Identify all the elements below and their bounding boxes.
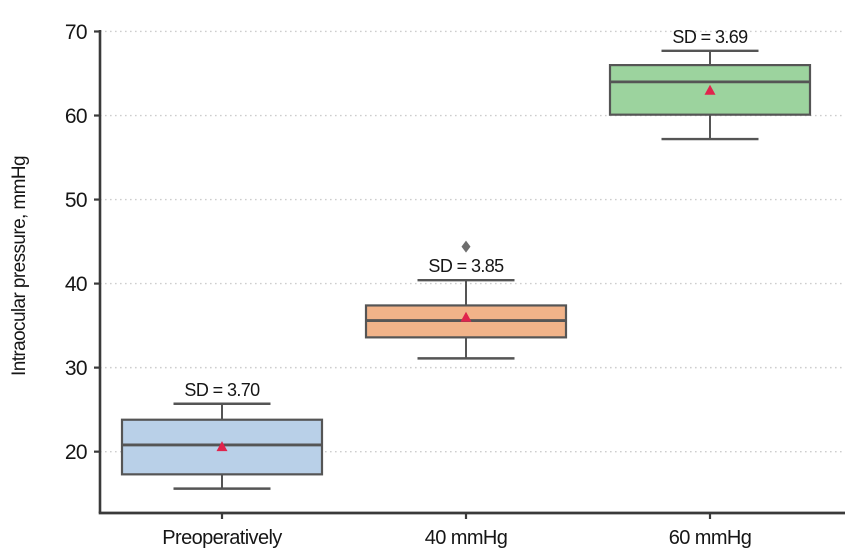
y-axis-title: Intraocular pressure, mmHg — [9, 156, 30, 376]
sd-label: SD = 3.85 — [428, 256, 504, 276]
sd-label: SD = 3.69 — [672, 27, 748, 47]
x-tick-label: 40 mmHg — [425, 527, 508, 549]
y-tick-label: 20 — [65, 441, 87, 464]
x-tick-label: Preoperatively — [162, 527, 282, 549]
x-tick-label: 60 mmHg — [669, 527, 752, 549]
outlier-marker — [461, 240, 471, 253]
mean-marker — [216, 441, 228, 452]
sd-label: SD = 3.70 — [184, 380, 260, 400]
y-tick-label: 40 — [65, 273, 87, 296]
y-tick-label: 50 — [65, 189, 87, 212]
mean-marker — [704, 84, 716, 95]
y-tick-label: 70 — [65, 21, 87, 44]
mean-marker — [460, 311, 472, 322]
y-tick-label: 60 — [65, 105, 87, 128]
y-tick-label: 30 — [65, 357, 87, 380]
